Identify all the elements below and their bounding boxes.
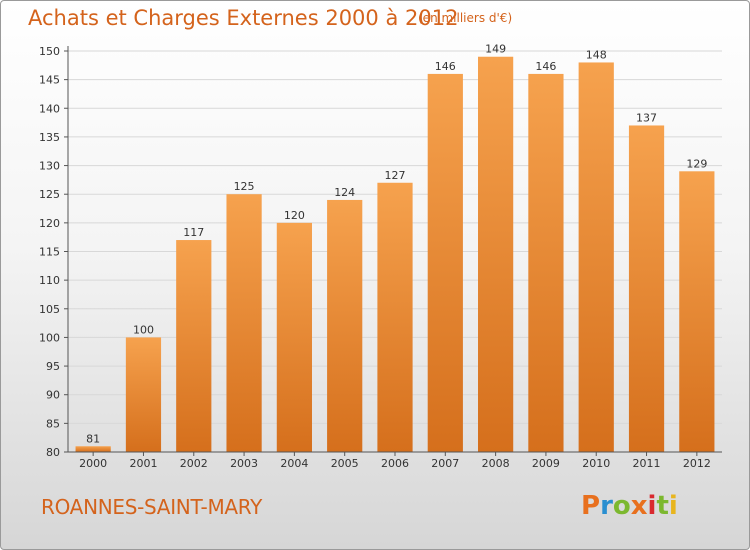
bar-2003 — [226, 194, 262, 452]
x-tick-label-2006: 2006 — [381, 457, 409, 470]
data-label-2000: 81 — [86, 432, 100, 445]
y-tick-label: 110 — [39, 274, 60, 287]
x-tick-label-2009: 2009 — [532, 457, 560, 470]
data-label-2003: 125 — [234, 180, 255, 193]
data-label-2006: 127 — [385, 169, 406, 182]
bar-2007 — [427, 73, 463, 453]
logo-letter: r — [600, 491, 613, 521]
y-tick-label: 90 — [46, 389, 60, 402]
bar-2010 — [578, 62, 614, 452]
data-label-2002: 117 — [183, 226, 204, 239]
logo-letter: x — [630, 491, 648, 521]
bars: 81 100 117 125 120 124 127 146 149 146 148 137 129 — [75, 43, 715, 453]
y-tick-label: 130 — [39, 160, 60, 173]
bar-2001 — [125, 337, 162, 452]
data-label-2004: 120 — [284, 209, 305, 222]
bar-2006 — [377, 182, 413, 452]
x-tick-label-2005: 2005 — [331, 457, 359, 470]
y-tick-label: 125 — [39, 188, 60, 201]
bar-2012 — [679, 171, 715, 453]
x-tick-label-2007: 2007 — [431, 457, 459, 470]
data-label-2001: 100 — [133, 323, 154, 336]
data-label-2007: 146 — [435, 60, 456, 73]
logo-letter: t — [656, 491, 669, 521]
y-tick-label: 100 — [39, 331, 60, 344]
y-tick-label: 95 — [46, 360, 60, 373]
bar-2005 — [327, 199, 363, 452]
proxiti-logo[interactable]: Proxiti — [581, 491, 678, 521]
bar-2011 — [628, 125, 665, 452]
logo-letter: i — [668, 491, 678, 521]
chart-title: Achats et Charges Externes 2000 à 2012 — [28, 6, 459, 30]
y-tick-label: 120 — [39, 217, 60, 230]
data-label-2010: 148 — [586, 48, 607, 61]
bar-2009 — [528, 73, 564, 453]
y-tick-label: 135 — [39, 131, 60, 144]
data-label-2008: 149 — [485, 43, 506, 56]
data-label-2005: 124 — [334, 186, 355, 199]
chart-subtitle: (en milliers d'€) — [418, 11, 513, 25]
logo-letter: o — [612, 491, 631, 521]
x-tick-label-2011: 2011 — [633, 457, 661, 470]
x-tick-label-2012: 2012 — [683, 457, 711, 470]
x-tick-label-2004: 2004 — [280, 457, 308, 470]
bar-2000 — [75, 446, 111, 452]
y-tick-label: 140 — [39, 102, 60, 115]
logo-letter: P — [581, 491, 601, 521]
y-tick-label: 85 — [46, 417, 60, 430]
x-tick-label-2003: 2003 — [230, 457, 258, 470]
y-tick-label: 80 — [46, 446, 60, 459]
logo-letter: i — [647, 491, 657, 521]
x-tick-label-2001: 2001 — [129, 457, 157, 470]
y-tick-label: 150 — [39, 45, 60, 58]
data-label-2011: 137 — [636, 111, 657, 124]
x-tick-label-2008: 2008 — [482, 457, 510, 470]
bar-2004 — [276, 222, 312, 452]
commune-name: ROANNES-SAINT-MARY — [41, 495, 263, 519]
bar-2008 — [478, 56, 514, 452]
y-tick-label: 145 — [39, 74, 60, 87]
x-tick-label-2002: 2002 — [180, 457, 208, 470]
axes: 80 85 90 95 100 105 110 115 120 125 130 135 140 145 15… — [39, 45, 722, 470]
y-tick-label: 115 — [39, 246, 60, 259]
bar-2002 — [176, 240, 212, 452]
x-tick-label-2010: 2010 — [582, 457, 610, 470]
y-tick-label: 105 — [39, 303, 60, 316]
data-label-2009: 146 — [535, 60, 556, 73]
data-label-2012: 129 — [686, 157, 707, 170]
x-tick-label-2000: 2000 — [79, 457, 107, 470]
